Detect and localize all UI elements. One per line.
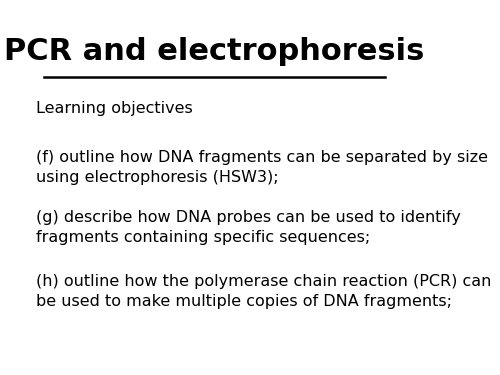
Text: (h) outline how the polymerase chain reaction (PCR) can
be used to make multiple: (h) outline how the polymerase chain rea… [36, 274, 492, 309]
Text: (f) outline how DNA fragments can be separated by size
using electrophoresis (HS: (f) outline how DNA fragments can be sep… [36, 150, 488, 185]
Text: (g) describe how DNA probes can be used to identify
fragments containing specifi: (g) describe how DNA probes can be used … [36, 210, 461, 245]
Text: Learning objectives: Learning objectives [36, 101, 193, 116]
Text: PCR and electrophoresis: PCR and electrophoresis [4, 38, 425, 66]
